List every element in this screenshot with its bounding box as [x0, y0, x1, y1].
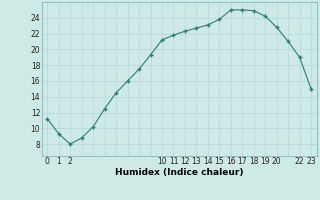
X-axis label: Humidex (Indice chaleur): Humidex (Indice chaleur) [115, 168, 244, 177]
